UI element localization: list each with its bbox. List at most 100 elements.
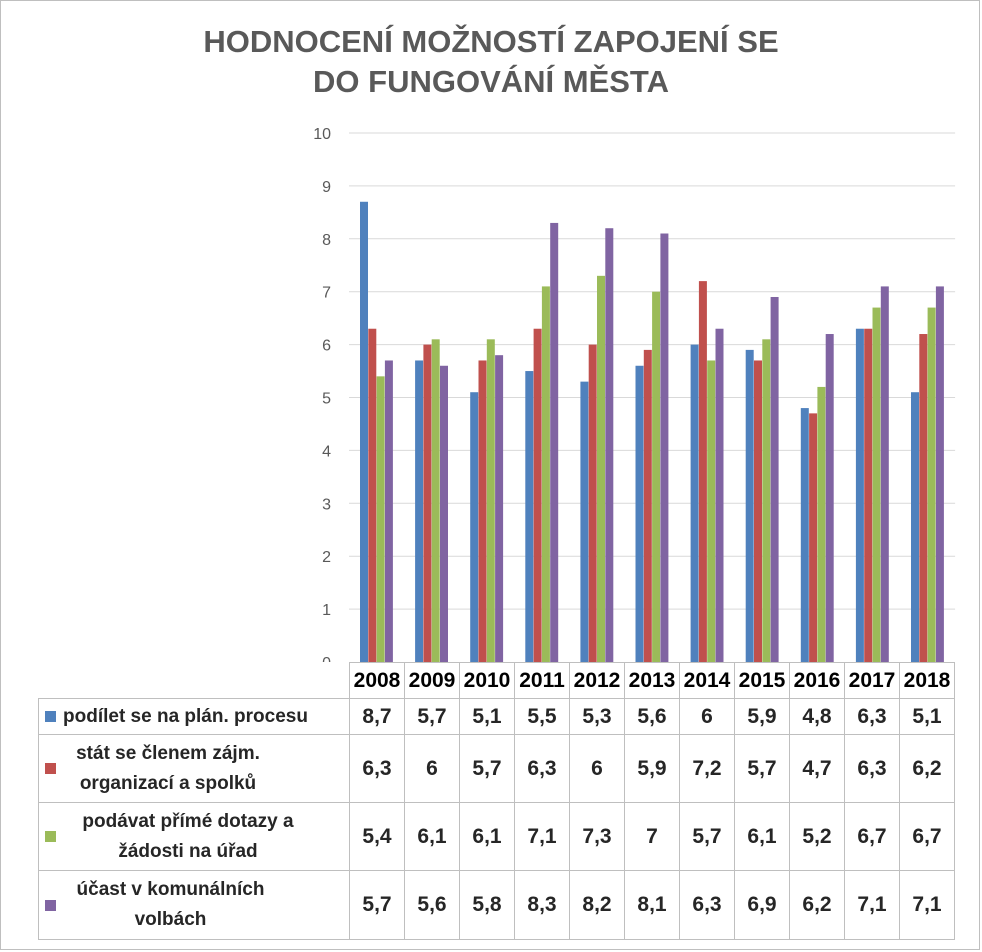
series-label-cell: podílet se na plán. procesu	[38, 698, 350, 735]
data-label: 5,7	[404, 698, 460, 735]
legend-swatch	[45, 711, 56, 722]
data-label: 6,1	[734, 802, 790, 871]
legend-swatch	[45, 899, 56, 911]
bar-series4-2014	[715, 328, 724, 662]
y-tick-label: 9	[322, 179, 331, 196]
data-label: 5,7	[349, 870, 405, 940]
legend-swatch	[45, 831, 56, 842]
bar-series2-2009	[423, 344, 432, 662]
category-label: 2009	[404, 662, 460, 699]
data-label: 5,7	[679, 802, 735, 871]
category-label: 2016	[789, 662, 845, 699]
y-tick-label: 10	[313, 126, 331, 143]
bar-series4-2013	[660, 233, 669, 662]
y-tick-label: 5	[322, 391, 331, 408]
data-table: 2008 2009 2010 2011 2012 2013 2014 2015 2016 2017…	[38, 662, 955, 940]
bar-series4-2009	[440, 365, 448, 662]
bar-series1-2015	[745, 349, 754, 662]
data-label: 8,1	[624, 870, 680, 940]
data-label: 7,1	[514, 802, 570, 871]
category-label: 2008	[349, 662, 405, 699]
bar-series4-2015	[770, 296, 779, 662]
bar-series1-2012	[580, 381, 589, 662]
data-label: 5,7	[459, 734, 515, 803]
series-name: podílet se na plán. procesu	[63, 705, 308, 727]
data-label: 8,2	[569, 870, 625, 940]
category-label: 2017	[844, 662, 900, 699]
y-tick-label: 2	[322, 549, 331, 566]
data-label: 6,3	[349, 734, 405, 803]
y-tick-label: 6	[322, 338, 331, 355]
bar-series4-2012	[605, 228, 614, 662]
data-label: 5,5	[514, 698, 570, 735]
bar-series4-2016	[825, 334, 834, 662]
bar-series1-2013	[635, 365, 644, 662]
table-row: účast v komunálních volbách 5,7 5,6 5,8 8,3 8…	[38, 870, 955, 940]
data-label: 6,3	[844, 734, 900, 803]
bar-series2-2016	[809, 413, 818, 662]
data-label: 8,3	[514, 870, 570, 940]
category-label: 2010	[459, 662, 515, 699]
bar-series2-2017	[864, 328, 873, 662]
bar-series1-2011	[525, 371, 534, 662]
series-label-cell: stát se členem zájm. organizací a spolků	[38, 734, 350, 803]
category-label: 2015	[734, 662, 790, 699]
bar-series2-2013	[643, 349, 652, 662]
bar-series3-2014	[707, 360, 716, 662]
bar-series2-2015	[754, 360, 762, 662]
data-label: 7	[624, 802, 680, 871]
bar-series1-2016	[800, 408, 809, 662]
data-label: 5,1	[899, 698, 955, 735]
bar-series1-2014	[690, 344, 699, 662]
data-label: 6,7	[899, 802, 955, 871]
table-row: stát se členem zájm. organizací a spolků…	[38, 734, 955, 803]
data-label: 6,9	[734, 870, 790, 940]
bar-series3-2010	[486, 339, 495, 662]
data-label: 6	[569, 734, 625, 803]
legend-swatch	[45, 763, 56, 774]
data-label: 4,7	[789, 734, 845, 803]
bar-series3-2012	[597, 275, 605, 662]
data-label: 6,3	[679, 870, 735, 940]
data-label: 5,7	[734, 734, 790, 803]
bar-series2-2010	[478, 360, 487, 662]
bar-series2-2008	[368, 328, 377, 662]
bar-series3-2018	[927, 307, 936, 662]
data-label: 7,3	[569, 802, 625, 871]
bar-series4-2017	[880, 286, 889, 662]
bar-series1-2008	[360, 201, 368, 662]
y-tick-label: 8	[322, 232, 331, 249]
chart-title: HODNOCENÍ MOŽNOSTÍ ZAPOJENÍ SE DO FUNGOV…	[203, 24, 779, 99]
bar-series3-2016	[817, 386, 826, 662]
bar-series1-2009	[415, 360, 424, 662]
data-label: 8,7	[349, 698, 405, 735]
category-label: 2013	[624, 662, 680, 699]
data-label: 5,9	[624, 734, 680, 803]
bar-series3-2015	[762, 339, 771, 662]
bar-series3-2009	[431, 339, 440, 662]
data-label: 7,1	[899, 870, 955, 940]
data-label: 5,1	[459, 698, 515, 735]
data-label: 5,6	[404, 870, 460, 940]
bar-series3-2008	[376, 376, 385, 662]
bar-series3-2011	[541, 286, 550, 662]
data-label: 7,1	[844, 870, 900, 940]
data-label: 6,1	[459, 802, 515, 871]
bar-series1-2010	[470, 392, 479, 662]
y-tick-label: 1	[322, 602, 331, 619]
data-label: 7,2	[679, 734, 735, 803]
bar-series1-2017	[855, 328, 864, 662]
data-label: 5,8	[459, 870, 515, 940]
table-row: podávat přímé dotazy a žádosti na úřad 5,…	[38, 802, 955, 871]
data-label: 5,2	[789, 802, 845, 871]
data-label: 6,2	[899, 734, 955, 803]
bar-series3-2013	[652, 291, 661, 662]
category-label: 2012	[569, 662, 625, 699]
data-label: 5,9	[734, 698, 790, 735]
category-label: 2014	[679, 662, 735, 699]
data-label: 5,3	[569, 698, 625, 735]
data-label: 4,8	[789, 698, 845, 735]
data-label: 6,7	[844, 802, 900, 871]
series-label-cell: účast v komunálních volbách	[38, 870, 350, 940]
